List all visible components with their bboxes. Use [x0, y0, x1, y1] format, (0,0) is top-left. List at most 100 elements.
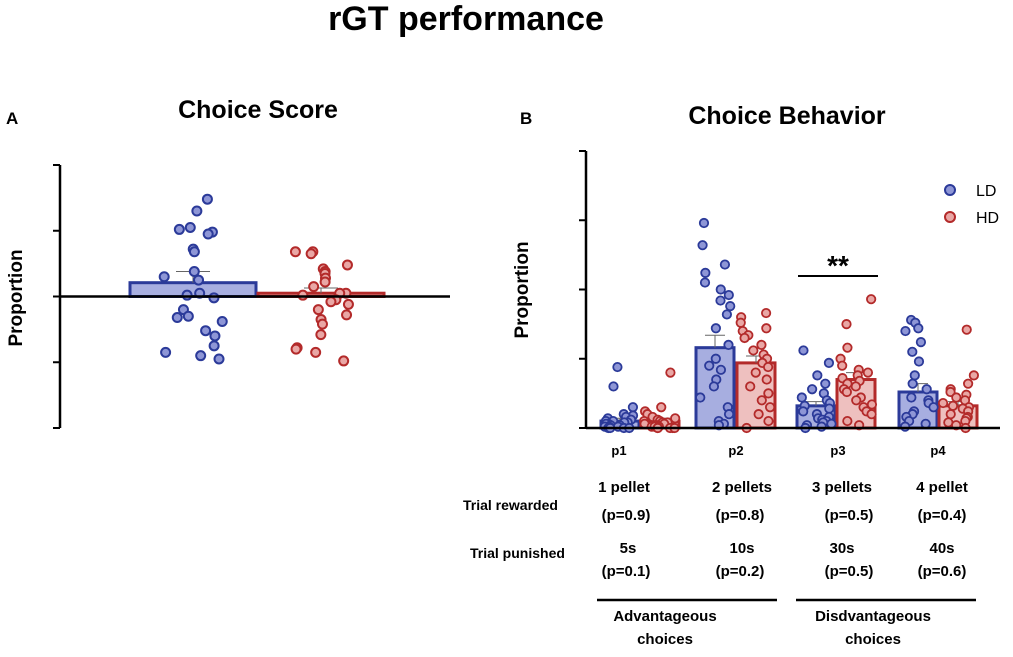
data-point-ld [184, 221, 196, 233]
data-point-p2-ld [723, 409, 735, 420]
panel-b: B Choice Behavior Proportion LD HD ** p1… [463, 102, 1000, 648]
bracket-disadvantageous-label-1: Disdvantageous [815, 608, 931, 625]
data-point-p2-ld [723, 339, 734, 350]
data-point-p2-hd [739, 332, 750, 344]
data-point-p3-hd [851, 395, 862, 406]
data-point-hd [325, 296, 337, 308]
data-point-p2-ld [715, 364, 727, 375]
data-point-p4-ld [900, 421, 911, 432]
data-point-p4-ld [900, 325, 911, 337]
data-point-hd [289, 246, 301, 258]
data-point-p2-ld [695, 392, 706, 403]
data-point-hd [305, 248, 317, 260]
punish-prob-p4: (p=0.6) [918, 563, 967, 580]
data-point-hd [338, 355, 350, 367]
punish-p4: 40s [929, 540, 954, 557]
data-point-p3-hd [841, 386, 852, 398]
data-point-ld [188, 266, 200, 278]
data-point-p4-ld [913, 323, 924, 334]
data-point-p3-hd [842, 415, 853, 427]
data-point-p2-ld [715, 295, 726, 306]
reward-prob-p2: (p=0.8) [716, 507, 765, 524]
data-point-p4-hd [945, 409, 956, 420]
data-point-p3-ld [798, 406, 809, 417]
data-point-ld [160, 346, 172, 358]
panel-a: A Choice Score Proportion [6, 96, 450, 429]
punish-prob-p3: (p=0.5) [825, 563, 874, 580]
data-point-p2-ld [697, 240, 708, 251]
data-point-p3-ld [816, 421, 827, 432]
data-point-p2-hd [750, 367, 761, 378]
data-point-p2-hd [763, 361, 774, 373]
data-point-p4-ld [907, 378, 918, 389]
data-point-ld [216, 315, 228, 327]
data-point-p3-hd [841, 319, 852, 330]
data-point-p1-ld [612, 361, 623, 373]
data-point-hd [319, 276, 331, 288]
data-point-p2-ld [708, 381, 720, 392]
data-point-hd [315, 329, 327, 341]
bracket-disadvantageous-label-2: choices [845, 631, 901, 648]
group-label-p3: p3 [830, 443, 845, 458]
data-point-p2-hd [763, 388, 774, 399]
data-point-p3-ld [824, 403, 835, 414]
reward-p1: 1 pellet [598, 479, 650, 496]
bar-ld [128, 281, 258, 299]
row-label-punished: Trial punished [470, 545, 565, 561]
data-point-p2-ld [721, 309, 732, 320]
data-point-p3-hd [866, 409, 877, 420]
panel-a-ylabel: Proportion [6, 249, 27, 346]
punish-prob-p1: (p=0.1) [602, 563, 651, 580]
data-point-p1-ld [627, 402, 639, 413]
data-point-ld [202, 228, 214, 240]
reward-prob-p4: (p=0.4) [918, 507, 967, 524]
data-point-p3-ld [796, 392, 807, 403]
data-point-p3-hd [842, 342, 853, 353]
data-point-p4-ld [928, 402, 939, 413]
group-label-p4: p4 [930, 443, 946, 458]
data-point-p3-ld [820, 378, 831, 389]
data-point-ld [209, 330, 221, 342]
data-point-p2-hd [761, 374, 772, 385]
reward-p3: 3 pellets [812, 479, 872, 496]
data-point-p2-hd [735, 317, 746, 328]
data-point-p2-ld [719, 259, 731, 270]
row-label-rewarded: Trial rewarded [463, 497, 558, 513]
data-point-hd [310, 346, 322, 358]
data-point-p3-hd [862, 367, 874, 378]
punish-p2: 10s [729, 540, 754, 557]
legend-hd-marker [944, 211, 956, 223]
data-point-p2-hd [763, 415, 774, 427]
data-point-ld [200, 325, 212, 337]
data-point-ld [208, 292, 220, 304]
data-point-p2-ld [715, 284, 726, 295]
data-point-ld [181, 289, 193, 301]
data-point-p4-ld [915, 337, 927, 348]
data-point-p2-hd [748, 345, 759, 356]
data-point-p2-ld [725, 301, 736, 312]
data-point-p3-ld [812, 370, 823, 381]
data-point-ld [173, 223, 185, 235]
panel-b-ylabel: Proportion [512, 241, 533, 338]
data-point-p2-hd [761, 323, 772, 334]
panel-a-title: Choice Score [178, 96, 338, 124]
punish-p3: 30s [829, 540, 854, 557]
data-point-p4-ld [906, 392, 917, 403]
data-point-p3-hd [837, 360, 848, 371]
data-point-p1-ld [608, 381, 619, 392]
data-point-p4-ld [907, 346, 918, 357]
data-point-ld [201, 193, 213, 205]
data-point-hd [342, 298, 354, 310]
data-point-p4-hd [968, 370, 979, 381]
data-point-ld [195, 350, 207, 362]
data-point-p3-ld [798, 345, 809, 356]
data-point-ld [191, 205, 203, 217]
data-point-p3-ld [823, 357, 835, 369]
legend-hd-label: HD [976, 210, 999, 227]
bracket-advantageous-label-2: choices [637, 631, 693, 648]
data-point-p2-hd [756, 395, 767, 406]
group-label-p2: p2 [728, 443, 743, 458]
data-point-p4-ld [913, 356, 925, 367]
data-point-p4-hd [947, 400, 959, 411]
